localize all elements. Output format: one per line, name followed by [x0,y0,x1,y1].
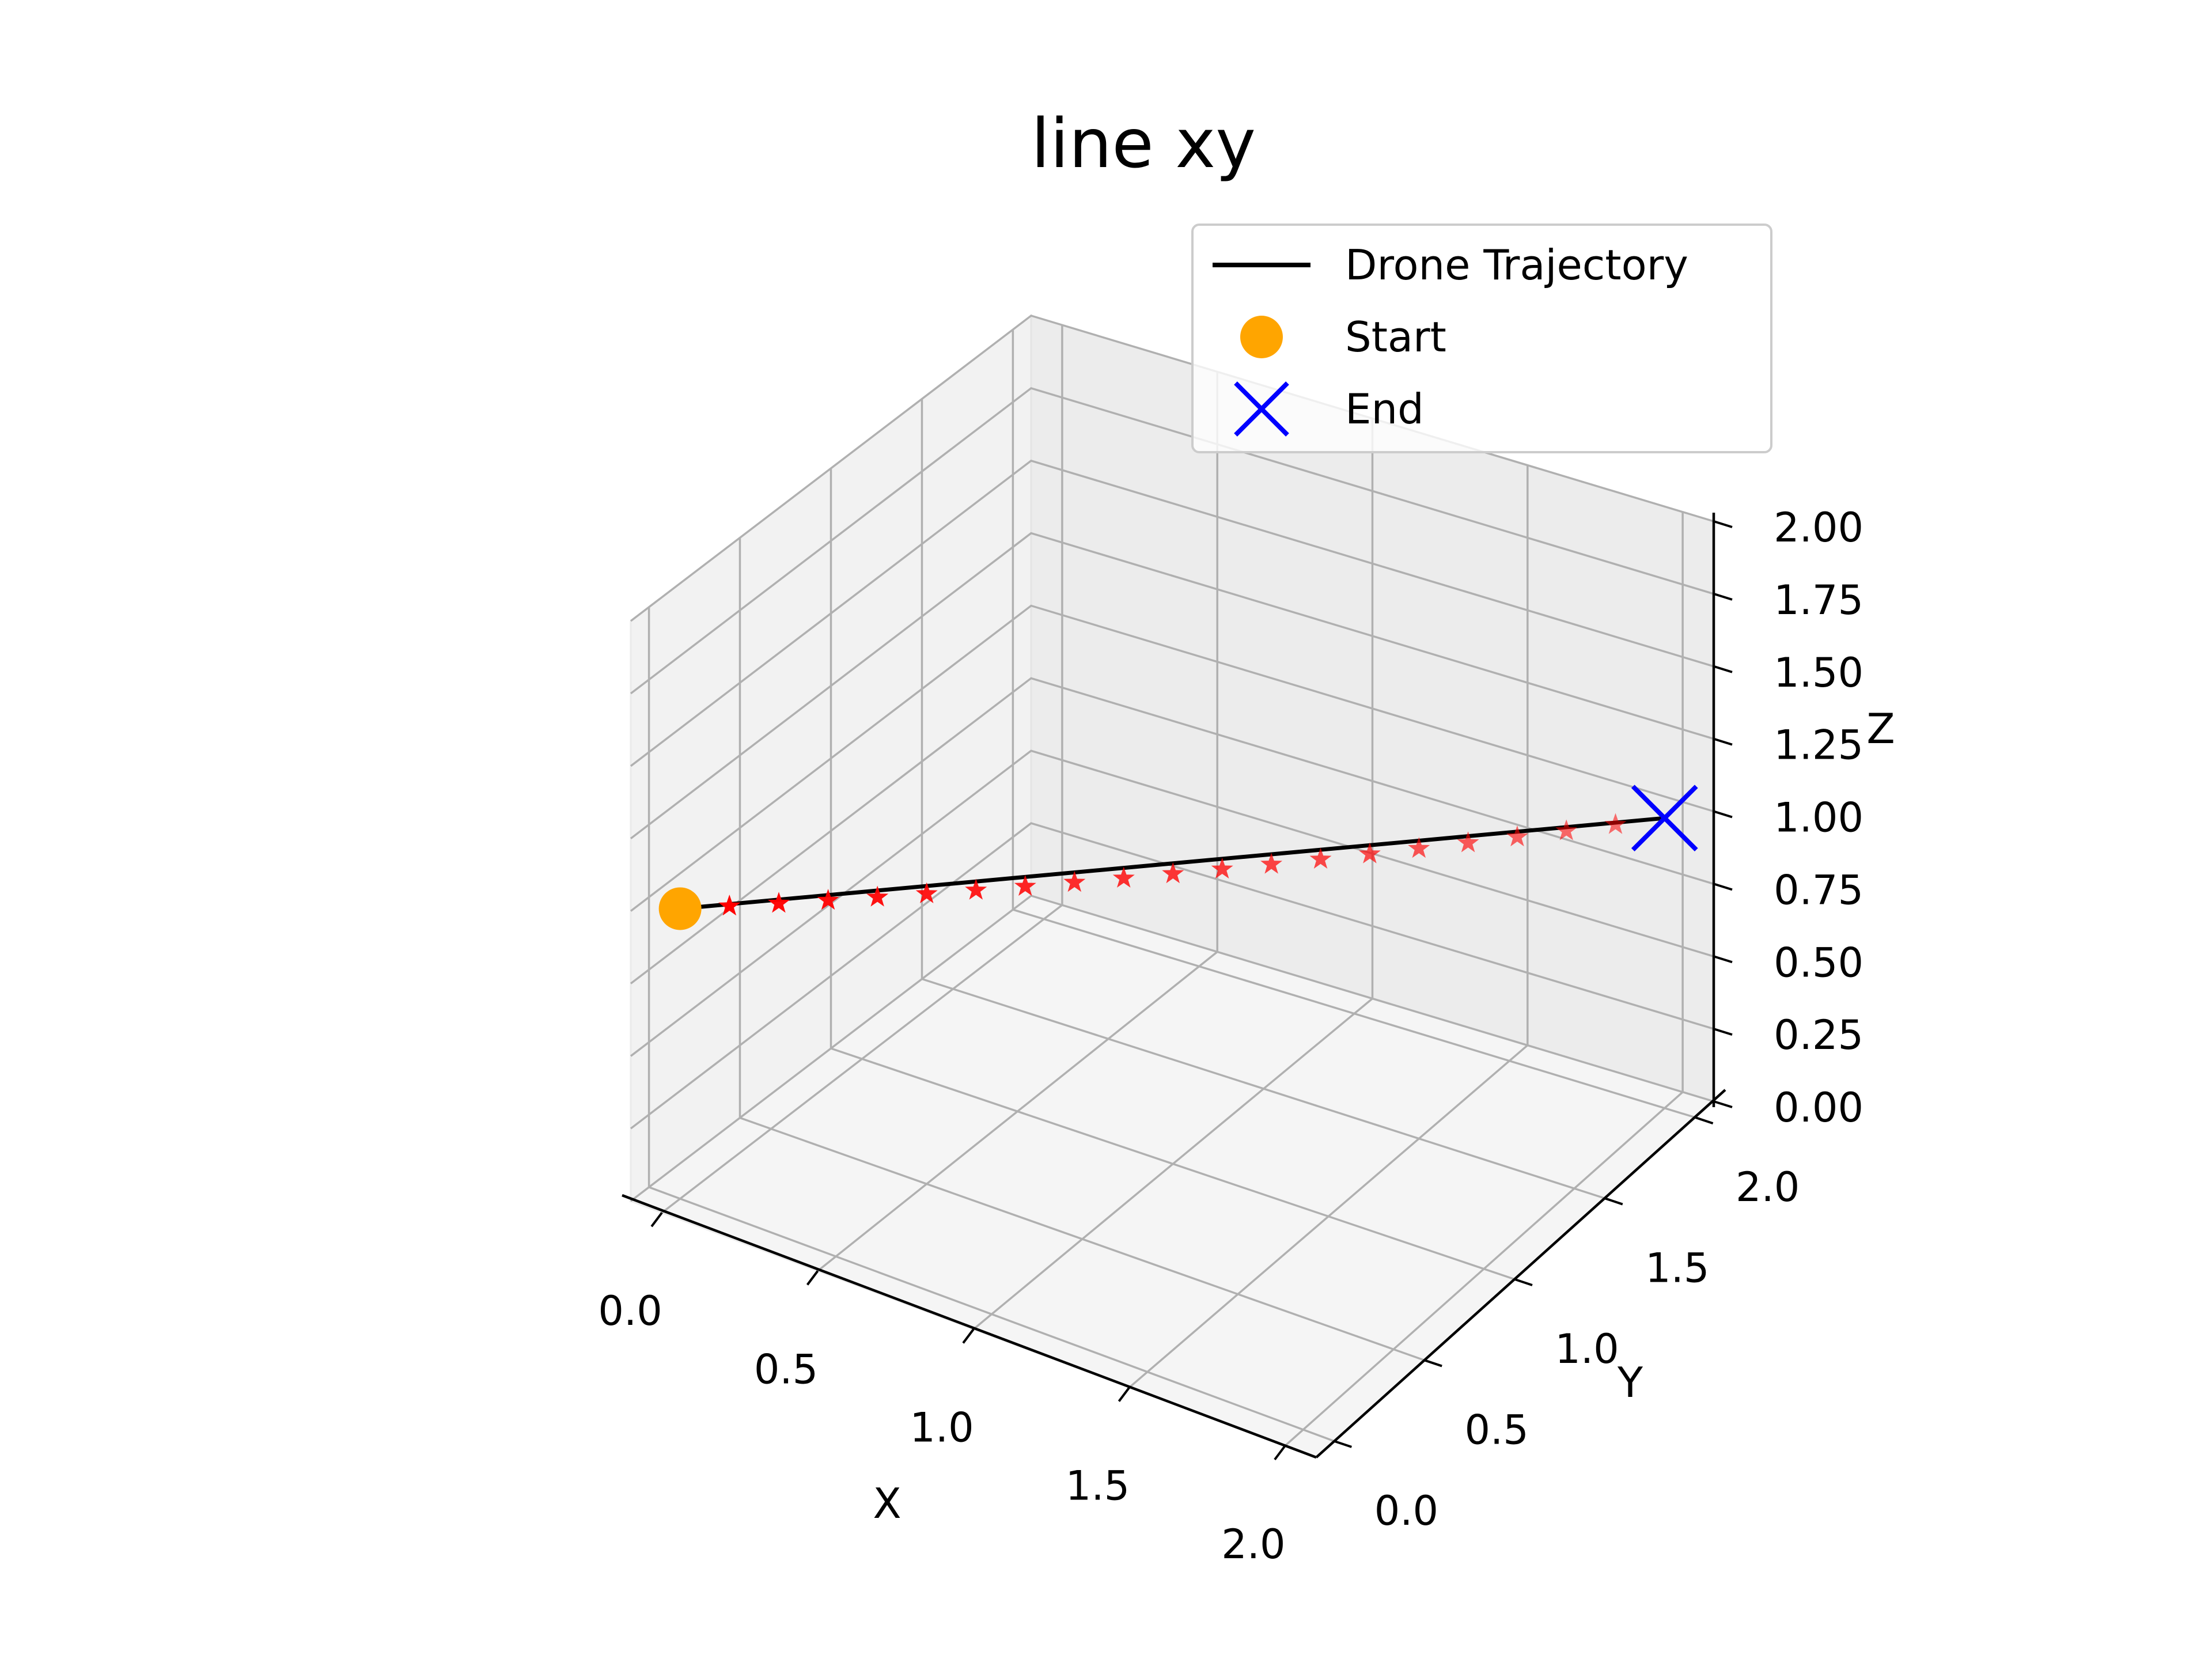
waypoint-marker [1555,819,1578,840]
legend-label: Start [1345,313,1446,361]
y-tick-label: 1.5 [1645,1245,1709,1292]
z-tick [1713,810,1733,819]
z-gridline [630,604,1714,912]
y-tick [1605,1197,1623,1206]
legend-item: Start [1240,313,1446,361]
waypoint-marker [1604,813,1627,834]
z-tick-label: 0.25 [1774,1012,1863,1059]
y-tick [1424,1359,1442,1368]
plot-area [658,785,1698,930]
x-axis-line [622,1194,1317,1459]
axis-lines [622,513,1726,1459]
end-point-marker [1631,785,1698,852]
waypoint-marker [1309,847,1332,869]
z-axis-label: Z [1866,704,1895,753]
end-marker-stroke [1631,785,1698,852]
waypoint-marker [1260,853,1283,874]
axis-ticks: 0.0 0.5 1.0 1.5 2.0 0.0 0.5 1.0 1.5 2.0 0.00 0.25 0.… [598,504,1863,1568]
z-tick [1713,1028,1733,1036]
waypoint-marker [1408,837,1430,858]
z-tick-label: 1.50 [1774,649,1863,696]
z-gridline [630,459,1714,767]
waypoint-marker [1358,842,1381,863]
waypoint-marker [866,885,889,907]
z-tick-label: 1.00 [1774,794,1863,842]
z-tick-label: 0.00 [1774,1084,1863,1131]
z-tick-label: 0.75 [1774,866,1863,914]
x-tick-label: 1.0 [910,1404,974,1452]
z-tick-label: 1.75 [1774,577,1863,624]
x-tick [962,1328,975,1344]
z-gridline [630,387,1714,695]
waypoint-marker [1211,858,1233,879]
z-tick [1713,1100,1733,1108]
waypoint-marker [1506,825,1528,847]
waypoint-marker [1162,862,1184,884]
waypoint-marker [915,882,938,903]
z-tick [1713,882,1733,891]
z-tick [1713,955,1733,964]
z-gridline [630,532,1714,839]
y-axis-line [1315,1089,1726,1459]
z-tick [1713,737,1733,746]
x-axis-label: X [873,1479,901,1528]
legend-box [1191,224,1772,453]
start-point-marker [658,887,702,930]
x-tick [1274,1445,1286,1460]
x-tick [806,1270,819,1286]
legend-x-stroke [1234,381,1289,437]
legend-item: Drone Trajectory [1213,241,1688,289]
z-gridline [630,895,1714,1202]
y-tick-label: 0.0 [1374,1487,1438,1535]
y-axis-label: Y [1617,1358,1643,1407]
waypoint-marker [1457,831,1479,853]
axes-panes [628,313,1715,1459]
y-tick [1514,1278,1533,1286]
legend-circle-symbol [1240,316,1283,358]
z-tick [1713,665,1733,673]
grid-lines [630,315,1714,1447]
chart-title: line xy [1031,104,1256,183]
waypoint-marker [718,895,741,916]
waypoint-marker [1063,871,1086,892]
legend-label: End [1345,385,1424,433]
legend-item: End [1234,381,1424,437]
x-tick-label: 0.5 [754,1346,818,1393]
y-tick-label: 1.0 [1555,1325,1619,1373]
x-tick-label: 1.5 [1066,1463,1130,1510]
waypoint-marker [817,889,839,910]
y-tick-label: 0.5 [1465,1406,1529,1453]
z-tick-label: 0.50 [1774,939,1863,986]
y-tick [1334,1440,1352,1448]
z-tick-label: 2.00 [1774,504,1863,551]
waypoint-marker [767,892,790,913]
z-tick-label: 1.25 [1774,722,1863,769]
waypoint-marker [1112,866,1135,888]
z-gridline [630,822,1714,1130]
trajectory-line [680,816,1665,911]
waypoint-marker [965,878,987,900]
waypoint-marker [1014,875,1036,896]
legend-label: Drone Trajectory [1345,241,1688,289]
y-tick-label: 2.0 [1736,1164,1800,1211]
x-tick-label: 0.0 [598,1287,662,1335]
legend: Drone Trajectory Start End [1191,224,1772,453]
x-tick [1118,1387,1131,1402]
x-tick [650,1212,663,1228]
z-gridline [630,677,1714,984]
y-tick [1695,1116,1714,1124]
z-tick [1713,592,1733,601]
z-tick [1713,520,1733,528]
x-tick-label: 2.0 [1221,1521,1285,1568]
z-gridline [630,749,1714,1057]
